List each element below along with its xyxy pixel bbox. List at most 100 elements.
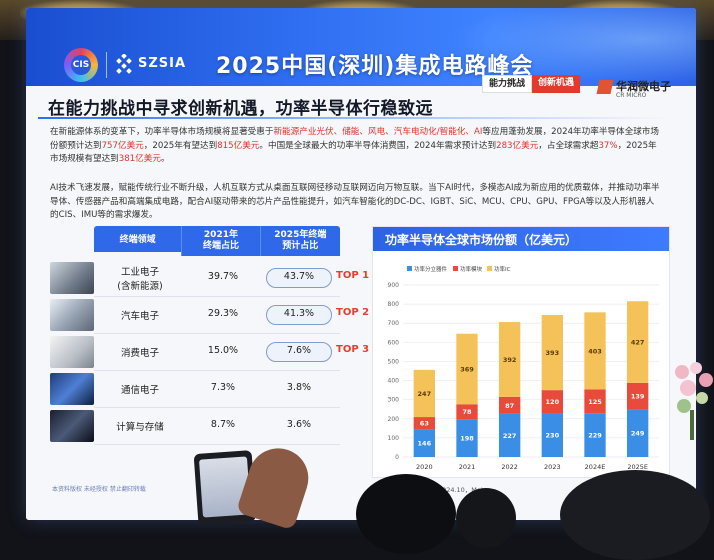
bar-segment: [456, 419, 478, 457]
bar-segment: [499, 396, 521, 414]
table-row: 计算与存储 8.7% 3.6%: [40, 408, 370, 445]
data-label: 247: [418, 390, 432, 398]
para1-highlight: 815亿美元: [217, 140, 260, 151]
highlight-pill: [266, 342, 332, 362]
chart-title: 功率半导体全球市场份额（亿美元）: [385, 233, 578, 247]
row-divider: [94, 333, 340, 334]
legend-entry: 功率IC: [494, 265, 511, 273]
summit-logo-text: CIS: [71, 55, 91, 75]
data-label: 139: [631, 393, 645, 401]
x-tick-label: 2021: [459, 463, 476, 471]
para1-text: ，2025年市场规模有望达到: [50, 140, 657, 165]
legend-entry: 功率分立器件: [414, 265, 448, 273]
audience-head: [356, 474, 456, 554]
bar-segment: [541, 315, 563, 391]
slide-heading: 在能力挑战中寻求创新机遇，功率半导体行稳致远: [48, 99, 433, 119]
data-label: 393: [546, 349, 560, 357]
audience-head: [456, 488, 516, 548]
row-divider: [94, 296, 340, 297]
row-domain-name: 消费电子: [120, 348, 159, 359]
market-share-chart: 功率半导体全球市场份额（亿美元） 功率分立器件 功率模块 功率IC 0 100 200 30…: [372, 226, 670, 478]
table-header-cell: 2025年终端 预计占比: [259, 226, 340, 256]
legend-swatch: [407, 266, 412, 271]
bar-segment: [627, 301, 649, 383]
para1-text: 。中国是全球最大的功率半导体消费国，2024年需求预计达到: [259, 140, 497, 151]
data-label: 227: [503, 432, 517, 440]
bar-segment: [456, 333, 478, 405]
row-value-2021: 15.0%: [207, 345, 239, 356]
y-tick-label: 500: [388, 358, 400, 365]
y-tick-label: 100: [388, 435, 400, 442]
para1-text: ，2025年有望达到: [143, 140, 218, 151]
vendor-logo: 华润微电子 CR MICRO: [596, 76, 671, 100]
para1-highlight: 37%: [598, 140, 618, 151]
bar-segment: [541, 413, 563, 457]
paragraph-ai: AI技术飞速发展，赋能传统行业不断升级，人机互联方式从桌面互联网径移动互联网迈向…: [50, 183, 660, 220]
row-domain-name: 通信电子: [120, 385, 159, 396]
table-row: 工业电子 (含新能源) 39.7% 43.7% TOP 1: [40, 260, 370, 297]
y-tick-label: 200: [388, 416, 400, 423]
legend-swatch: [487, 266, 492, 271]
data-label: 403: [588, 347, 602, 355]
para1-highlight: 283亿美元: [496, 140, 539, 151]
data-label: 87: [505, 402, 514, 410]
data-label: 230: [546, 432, 560, 440]
bar-segment: [584, 413, 606, 457]
row-value-2025: 41.3%: [283, 308, 315, 319]
row-value-2021: 29.3%: [207, 308, 239, 319]
row-value-2025: 43.7%: [283, 271, 315, 282]
row-thumbnail-image: [50, 410, 94, 442]
highlight-pill: [266, 268, 332, 288]
data-label: 427: [631, 339, 645, 347]
heading-underline: [38, 117, 668, 119]
data-label: 78: [462, 408, 472, 416]
bar-segment: [627, 409, 649, 457]
row-value-2025: 3.8%: [286, 382, 312, 393]
data-label: 146: [418, 440, 432, 448]
y-tick-label: 300: [388, 397, 400, 404]
para1-highlight: 381亿美元: [118, 154, 161, 164]
table-header-cell: 终端领域: [94, 226, 182, 252]
rank-label: TOP 3: [336, 344, 370, 355]
vendor-mark-icon: [596, 80, 614, 94]
x-tick-label: 2023: [544, 463, 561, 471]
row-domain-name: 汽车电子: [120, 311, 159, 322]
y-tick-label: 700: [388, 320, 400, 327]
szsia-logo-icon: [116, 54, 132, 74]
rank-label: TOP 1: [336, 270, 370, 281]
data-label: 369: [460, 365, 474, 373]
data-label: 392: [503, 356, 517, 364]
audience-head: [560, 470, 710, 560]
bar-segment: [413, 429, 435, 457]
x-tick-label: 2020: [416, 463, 433, 471]
table-row: 消费电子 15.0% 7.6% TOP 3: [40, 334, 370, 371]
row-thumbnail-image: [50, 336, 94, 368]
logo-divider: [106, 52, 107, 78]
data-label: 125: [588, 398, 602, 406]
x-tick-label: 2022: [501, 463, 518, 471]
bar-segment: [499, 322, 521, 397]
data-label: 249: [631, 430, 645, 438]
row-divider: [94, 407, 340, 408]
bar-segment: [413, 369, 435, 418]
bar-segment: [456, 404, 478, 420]
bar-segment: [627, 382, 649, 410]
row-domain-name: 计算与存储: [116, 422, 164, 433]
bar-segment: [499, 413, 521, 457]
org-name: SZSIA: [138, 56, 187, 71]
summit-title: 2025中国(深圳)集成电路峰会: [216, 54, 534, 79]
y-tick-label: 800: [388, 301, 400, 308]
data-label: 63: [420, 420, 429, 428]
vendor-subname: CR MICRO: [616, 92, 647, 99]
row-value-2025: 3.6%: [286, 419, 312, 430]
row-value-2021: 7.3%: [210, 382, 236, 393]
vendor-name: 华润微电子: [616, 80, 671, 93]
para1-highlight: 新能源产业光伏、储能、风电、汽车电动化/智能化、AI: [273, 127, 483, 137]
bar-segment: [541, 390, 563, 414]
x-tick-label: 2024E: [585, 463, 606, 471]
x-tick-label: 2025E: [627, 463, 648, 471]
para1-highlight: 757亿美元: [101, 140, 144, 151]
y-tick-label: 400: [388, 378, 400, 385]
y-tick-label: 900: [388, 282, 400, 289]
summit-logo-icon: CIS: [64, 48, 98, 82]
